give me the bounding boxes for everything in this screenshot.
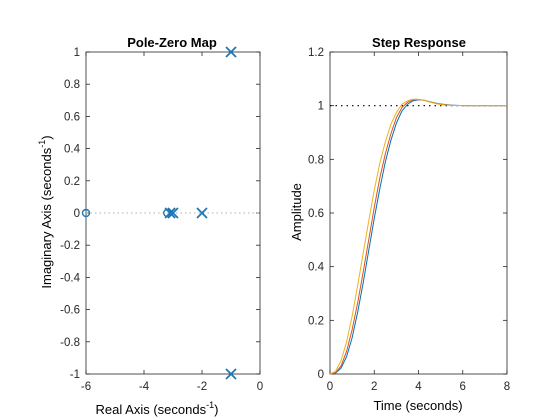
x-tick-label: 0 [257,381,263,393]
y-tick-label: -0.6 [60,305,80,317]
y-tick-label: 0.8 [64,79,80,91]
y-tick-label: 0.4 [64,144,81,156]
step-response-title: Step Response [372,35,466,50]
pole-stroke [225,368,237,380]
pole-zero-ylabel: Imaginary Axis (seconds-1) [37,135,54,288]
y-tick-label: 1 [318,101,324,113]
y-tick-label: 1 [74,47,80,59]
x-tick-label: 4 [415,381,422,393]
pole-zero-axes: -6 -4 -2 0 -1 -0.8 -0.6 -0.4 -0.2 0 0.2 0.4 0.6 0.8 1 [60,47,263,393]
x-tick-label: 2 [371,381,377,393]
y-tick-label: 0 [74,208,80,220]
y-tick-label: 0.8 [308,154,324,166]
x-tick-label: 0 [327,381,333,393]
axes-frame [329,51,508,375]
pole-stroke [167,207,179,219]
pole-marker [167,207,179,219]
step-response-lines [329,98,507,375]
y-tick-label: 0.2 [64,176,80,188]
x-tick-label: -2 [197,381,207,393]
pole-stroke [164,207,176,219]
pole-stroke [225,46,237,58]
pole-zero-plot: Pole-Zero Map -6 -4 -2 0 -1 -0.8 -0.6 -0.4 -0.2 0… [37,35,263,417]
y-tick-label: 0.4 [308,262,325,274]
x-tick-label: -4 [139,381,150,393]
pole-marker [164,207,176,219]
step-series-3 [329,98,507,375]
pole-marker [225,368,237,380]
pole-zero-title: Pole-Zero Map [127,35,217,50]
x-tick-label: 8 [504,381,510,393]
step-response-xlabel: Time (seconds) [373,398,462,413]
y-tick-label: -0.8 [60,337,80,349]
pole-marker [225,46,237,58]
step-response-axes: 0 2 4 6 8 0 0.2 0.4 0.6 0.8 1 1.2 [308,47,510,393]
y-tick-label: 0.6 [308,208,324,220]
step-series-2 [329,98,507,375]
y-tick-label: 1.2 [308,47,324,59]
pole-marker [196,207,208,219]
step-response-ylabel: Amplitude [289,183,304,241]
pole-zero-markers [81,46,260,380]
y-tick-label: 0.2 [308,315,324,327]
step-response-plot: Step Response 0 2 4 6 8 0 0.2 0.4 0.6 0.8 1 1.2 Tim… [289,35,510,413]
x-tick-label: 6 [460,381,466,393]
x-tick-label: -6 [81,381,91,393]
pole-stroke [196,207,208,219]
y-tick-label: -0.2 [60,240,80,252]
y-tick-label: 0.6 [64,111,80,123]
y-tick-label: -1 [70,369,80,381]
step-series-1 [329,99,507,375]
zero-marker [81,208,91,218]
y-tick-label: -0.4 [60,272,80,284]
pole-zero-xlabel: Real Axis (seconds-1) [96,400,219,417]
y-tick-label: 0 [318,369,324,381]
